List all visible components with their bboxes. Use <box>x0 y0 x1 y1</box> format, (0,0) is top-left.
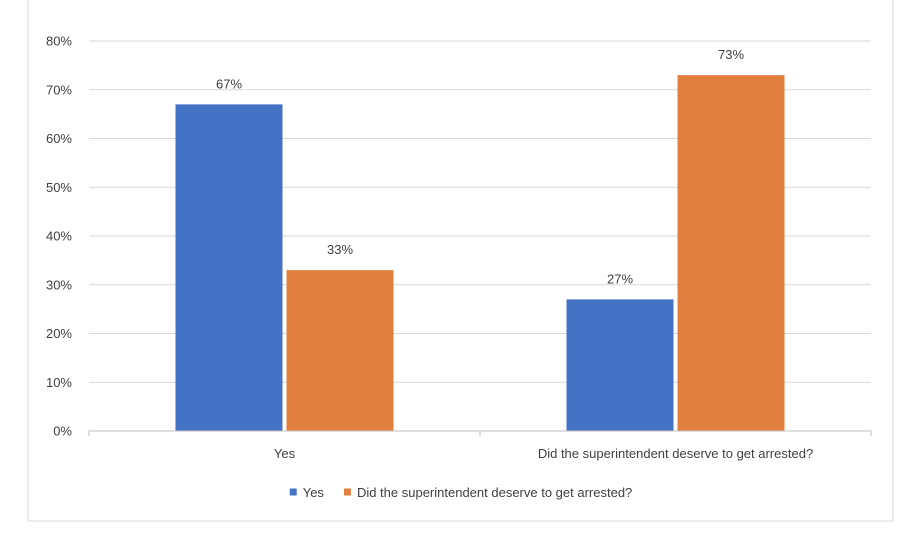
data-label: 67% <box>216 76 242 91</box>
legend: Yes Did the superintendent deserve to get… <box>289 485 632 500</box>
data-label: 73% <box>718 47 744 62</box>
y-tick-label: 40% <box>46 229 72 244</box>
bars <box>175 75 785 431</box>
data-label: 27% <box>607 271 633 286</box>
y-tick-label: 80% <box>46 34 72 49</box>
legend-label: Did the superintendent deserve to get ar… <box>357 485 632 500</box>
y-tick-label: 70% <box>46 82 72 97</box>
bar <box>286 270 394 431</box>
y-tick-label: 50% <box>46 180 72 195</box>
bar <box>677 75 785 431</box>
x-tick-label: Yes <box>274 446 296 461</box>
legend-item: Yes <box>289 485 325 500</box>
data-label: 33% <box>327 242 353 257</box>
x-axis-ticks: Yes Did the superintendent deserve to get… <box>274 446 813 461</box>
legend-item: Did the superintendent deserve to get ar… <box>343 485 632 500</box>
x-axis <box>88 430 872 436</box>
legend-swatch <box>289 488 297 496</box>
y-tick-label: 0% <box>53 424 72 439</box>
bar <box>566 299 674 431</box>
x-tick-label: Did the superintendent deserve to get ar… <box>538 446 813 461</box>
y-tick-label: 20% <box>46 326 72 341</box>
data-labels: 67% 33% 27% 73% <box>216 47 744 286</box>
y-tick-label: 30% <box>46 277 72 292</box>
y-tick-label: 10% <box>46 375 72 390</box>
legend-swatch <box>343 488 351 496</box>
bar <box>175 104 283 431</box>
legend-label: Yes <box>303 485 325 500</box>
y-tick-label: 60% <box>46 131 72 146</box>
chart-border <box>27 0 894 522</box>
y-axis-ticks: 0% 10% 20% 30% 40% 50% 60% 70% 80% <box>46 34 72 439</box>
